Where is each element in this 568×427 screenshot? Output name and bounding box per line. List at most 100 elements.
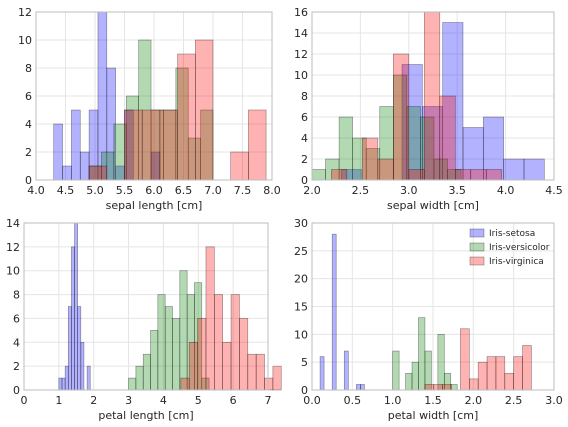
- y-tick-label: 14: [294, 27, 308, 40]
- histogram-bar: [74, 222, 78, 391]
- histogram-bar: [424, 384, 435, 391]
- histogram-bar: [470, 169, 487, 181]
- y-tick-label: 14: [6, 217, 20, 230]
- y-tick-label: 5: [301, 356, 308, 369]
- histogram-bar: [157, 294, 166, 391]
- histogram-bar: [468, 378, 479, 391]
- series-iris-virginica: [424, 328, 532, 391]
- histogram-bar: [392, 350, 400, 391]
- x-tick-label: 6.5: [175, 184, 193, 197]
- histogram-bar: [513, 356, 523, 391]
- y-tick-label: 30: [294, 217, 308, 230]
- histogram-bar: [377, 158, 394, 181]
- histogram-bar: [248, 109, 267, 181]
- x-tick-label: 6: [230, 394, 237, 407]
- series-iris-versicolor: [128, 270, 210, 391]
- series-iris-versicolor: [88, 39, 214, 181]
- histogram-bar: [247, 353, 257, 391]
- y-tick-label: 10: [294, 328, 308, 341]
- histogram-bar: [486, 356, 497, 391]
- x-tick-label: 2.5: [505, 394, 523, 407]
- histogram-bar: [503, 158, 525, 181]
- x-tick-label: 4: [160, 394, 167, 407]
- histogram-bar: [437, 334, 445, 391]
- y-tick-label: 8: [13, 289, 20, 302]
- series-iris-setosa: [340, 22, 545, 181]
- histogram-bar: [159, 109, 178, 181]
- x-tick-label: 4.0: [27, 184, 45, 197]
- histogram-bar: [62, 165, 72, 181]
- legend-swatch-iris-virginica: [469, 256, 485, 266]
- x-tick-label: 1: [55, 394, 62, 407]
- y-tick-label: 4: [301, 132, 308, 145]
- histogram-bar: [141, 109, 161, 181]
- y-tick-label: 10: [18, 34, 32, 47]
- histogram-bar: [86, 365, 91, 391]
- x-tick-label: 7.0: [204, 184, 222, 197]
- histogram-bar: [205, 246, 215, 391]
- plot-area: [24, 223, 268, 390]
- y-tick-label: 0: [301, 174, 308, 187]
- y-tick-label: 25: [294, 245, 308, 258]
- y-tick-label: 12: [294, 48, 308, 61]
- plot-frame: [23, 222, 269, 391]
- histogram-bar: [172, 318, 181, 391]
- histogram-bar: [128, 377, 137, 391]
- histogram-bar: [195, 39, 214, 181]
- histogram-bar: [264, 377, 274, 391]
- histogram-bar: [495, 356, 506, 391]
- legend-label-iris-setosa: Iris-setosa: [489, 229, 535, 239]
- histogram-bar: [433, 384, 443, 391]
- histogram-bar: [80, 341, 85, 391]
- series-iris-virginica: [331, 11, 503, 181]
- legend: Iris-setosa Iris-versicolor Iris-virginica: [469, 228, 550, 267]
- y-tick-label: 15: [294, 301, 308, 314]
- histogram-bar: [477, 361, 488, 391]
- y-tick-label: 8: [25, 62, 32, 75]
- histogram-bar: [485, 169, 503, 181]
- legend-swatch-iris-setosa: [469, 228, 485, 238]
- histogram-bar: [360, 384, 365, 391]
- x-tick-label: 0: [21, 394, 28, 407]
- histogram-bar: [64, 365, 69, 391]
- histogram-bar: [405, 372, 413, 391]
- histogram-bar: [179, 270, 188, 391]
- y-tick-label: 8: [301, 90, 308, 103]
- x-tick-label: 1.5: [424, 394, 442, 407]
- y-tick-label: 6: [25, 90, 32, 103]
- x-tick-label: 3.0: [400, 184, 418, 197]
- y-tick-label: 2: [301, 153, 308, 166]
- histogram-bar: [423, 11, 441, 181]
- y-tick-label: 6: [13, 312, 20, 325]
- plot-frame: [311, 11, 555, 181]
- legend-label-iris-virginica: Iris-virginica: [489, 257, 544, 267]
- histogram-bar: [230, 151, 249, 181]
- subplot-sepal-width-cm: 2.0 2.5 3.0 3.5 4.0 4.5 0 2 4 6 8 10 12 14 16 sepal wid…: [294, 6, 563, 212]
- x-tick-label: 2.5: [352, 184, 370, 197]
- histogram-bar: [53, 123, 63, 181]
- series-iris-virginica: [88, 39, 267, 181]
- histogram-bar: [67, 306, 72, 391]
- histogram-bar: [150, 330, 159, 391]
- x-tick-label: 0.0: [303, 394, 321, 407]
- histogram-bar: [164, 306, 173, 391]
- x-tick-label: 5.0: [86, 184, 104, 197]
- histogram-bar: [79, 151, 90, 181]
- histogram-bar: [71, 246, 75, 391]
- histogram-bar: [454, 169, 472, 181]
- histogram-bar: [522, 345, 532, 391]
- histogram-bar: [356, 384, 361, 391]
- histogram-bar: [442, 384, 452, 391]
- histogram-bar: [239, 318, 249, 391]
- histogram-bar: [214, 294, 223, 391]
- x-tick-label: 3.5: [448, 184, 466, 197]
- subplot-petal-width-cm: 0.0 0.5 1.0 1.5 2.0 2.5 3.0 0 5 10 15 20 25 30 petal w…: [294, 217, 563, 422]
- histogram-bar: [255, 353, 265, 391]
- y-tick-label: 12: [6, 241, 20, 254]
- legend-swatch-iris-versicolor: [469, 242, 485, 252]
- x-axis-label: sepal length [cm]: [106, 199, 203, 212]
- histogram-bar: [460, 328, 470, 391]
- x-tick-label: 4.0: [497, 184, 515, 197]
- histogram-bar: [77, 306, 82, 391]
- y-tick-label: 0: [25, 174, 32, 187]
